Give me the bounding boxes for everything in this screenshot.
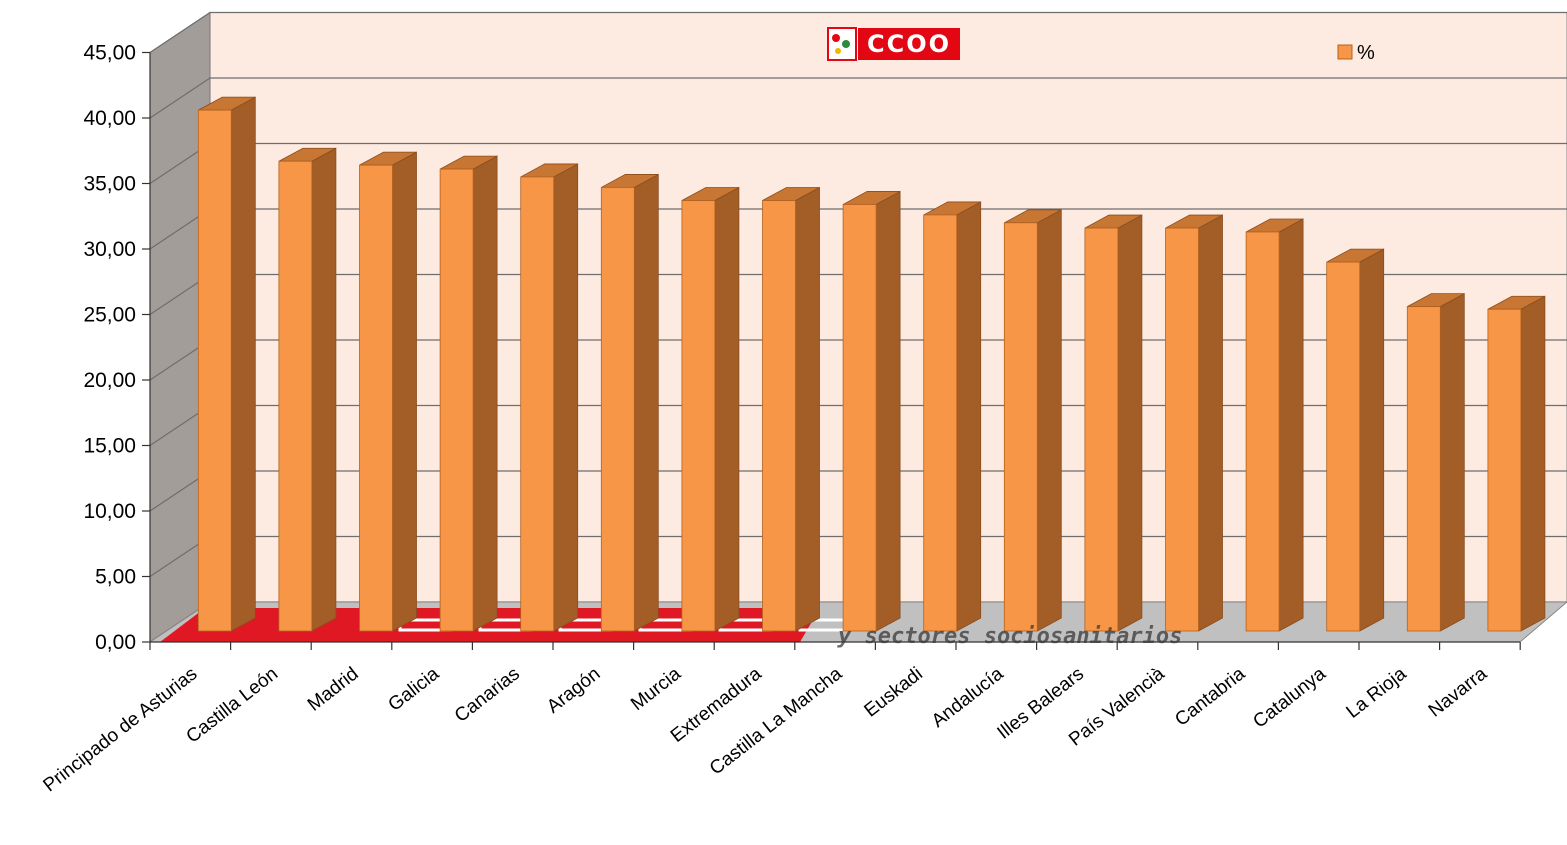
ccoo-logo: CCOO — [827, 27, 960, 61]
logo-emblem-dot-a — [832, 34, 840, 42]
bar-front — [1245, 231, 1280, 632]
bar-side — [311, 147, 337, 632]
x-tick-label: Principado de Asturias — [39, 663, 201, 796]
y-tick-label: 5,00 — [95, 566, 136, 589]
bar — [197, 96, 256, 632]
x-tick-label: Canarias — [451, 663, 524, 726]
x-tick-label: Andalucía — [928, 663, 1008, 732]
bar — [359, 151, 417, 632]
bar — [520, 163, 579, 632]
bar-side — [795, 186, 820, 632]
bar — [1165, 214, 1223, 632]
bar — [762, 186, 820, 632]
bar-side — [392, 151, 417, 632]
y-tick-label: 40,00 — [83, 107, 136, 130]
x-tick-label: Madrid — [304, 663, 363, 715]
bar-side — [633, 173, 659, 632]
y-tick-label: 10,00 — [83, 500, 136, 523]
bar-front — [1165, 227, 1199, 632]
y-axis: 0,00 5,00 10,00 15,00 20,00 25,00 30,00 35,00 40… — [83, 42, 151, 654]
bar-side — [553, 163, 579, 632]
bar — [278, 147, 337, 632]
bar — [1245, 218, 1304, 632]
y-tick-label: 30,00 — [83, 238, 136, 261]
gridline — [149, 77, 1567, 119]
bar-front — [681, 200, 716, 632]
logo-emblem-dot-c — [835, 48, 841, 54]
bar — [1406, 292, 1465, 632]
x-tick-label: Euskadi — [861, 663, 927, 721]
legend: % — [1337, 42, 1375, 64]
y-tick-label: 25,00 — [83, 304, 136, 327]
y-tick-label: 0,00 — [95, 631, 136, 654]
logo-red-box — [858, 28, 960, 60]
bar — [842, 190, 901, 632]
y-tick-label: 35,00 — [83, 173, 136, 196]
bar-front — [1487, 308, 1522, 632]
bar-front — [1406, 306, 1441, 632]
bar — [600, 173, 659, 632]
bar-front — [762, 200, 796, 632]
bar — [681, 186, 740, 632]
bar-side — [1439, 292, 1465, 632]
bar-side — [1359, 248, 1385, 632]
bar-side — [230, 96, 256, 632]
logo-emblem-dot-b — [842, 40, 850, 48]
legend-label: % — [1357, 42, 1375, 64]
bar-front — [439, 168, 474, 632]
logo-text: CCOO — [867, 30, 951, 58]
bar-front — [923, 214, 958, 632]
bar-front — [1084, 227, 1119, 632]
x-tick-label: La Rioja — [1343, 663, 1411, 723]
bar-side — [472, 155, 498, 632]
x-tick-label: Galicia — [384, 663, 443, 716]
bar — [1326, 248, 1385, 632]
bar-front — [600, 187, 635, 632]
y-tick-label: 20,00 — [83, 369, 136, 392]
bars — [197, 96, 1546, 632]
y-tick-label: 15,00 — [83, 435, 136, 458]
gridline — [149, 11, 1567, 53]
bar — [439, 155, 498, 632]
x-tick-label: Catalunya — [1249, 663, 1330, 732]
x-tick-label: Navarra — [1425, 663, 1492, 721]
bar-side — [1278, 218, 1304, 632]
bar-side — [714, 186, 740, 632]
bar-front — [520, 176, 555, 632]
bar-front — [842, 204, 877, 632]
bar-side — [1036, 209, 1062, 632]
bar — [923, 201, 982, 632]
bar-front — [359, 164, 393, 632]
legend-swatch — [1337, 44, 1353, 60]
y-tick-label: 45,00 — [83, 42, 136, 65]
bar-side — [1520, 295, 1546, 632]
bar-side — [875, 190, 901, 632]
bar-side — [1117, 214, 1143, 632]
bar-front — [197, 109, 232, 632]
bar-side — [956, 201, 982, 632]
x-tick-label: Castilla La Mancha — [706, 663, 847, 779]
bar-front — [278, 160, 313, 632]
floor-watermark-text: y sectores sociosanitarios — [837, 624, 1182, 649]
x-tick-label: Cantabria — [1171, 663, 1249, 731]
bar — [1487, 295, 1546, 632]
bar — [1003, 209, 1062, 632]
x-tick-label: Murcia — [627, 663, 685, 715]
x-tick-label: Aragón — [543, 663, 604, 717]
bar-front — [1326, 261, 1361, 632]
bar-front — [1003, 222, 1038, 632]
bar — [1084, 214, 1143, 632]
bar-side — [1198, 214, 1223, 632]
